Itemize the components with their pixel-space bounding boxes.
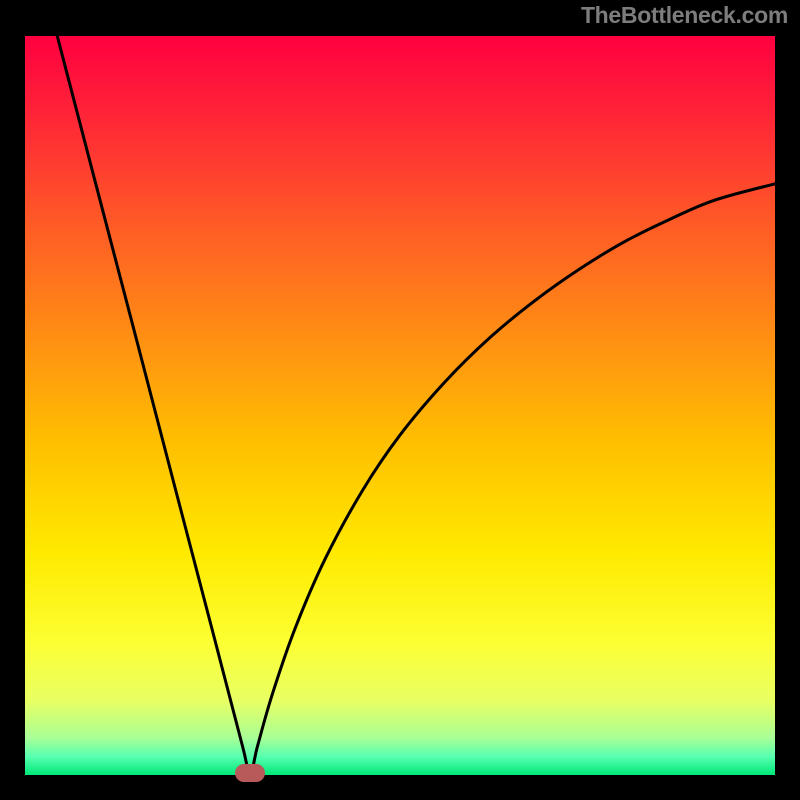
optimal-point-marker <box>235 764 265 782</box>
curve-layer <box>25 36 775 775</box>
plot-area <box>25 36 775 775</box>
chart-frame: TheBottleneck.com <box>0 0 800 800</box>
watermark-label: TheBottleneck.com <box>581 2 788 29</box>
bottleneck-curve <box>57 36 775 775</box>
